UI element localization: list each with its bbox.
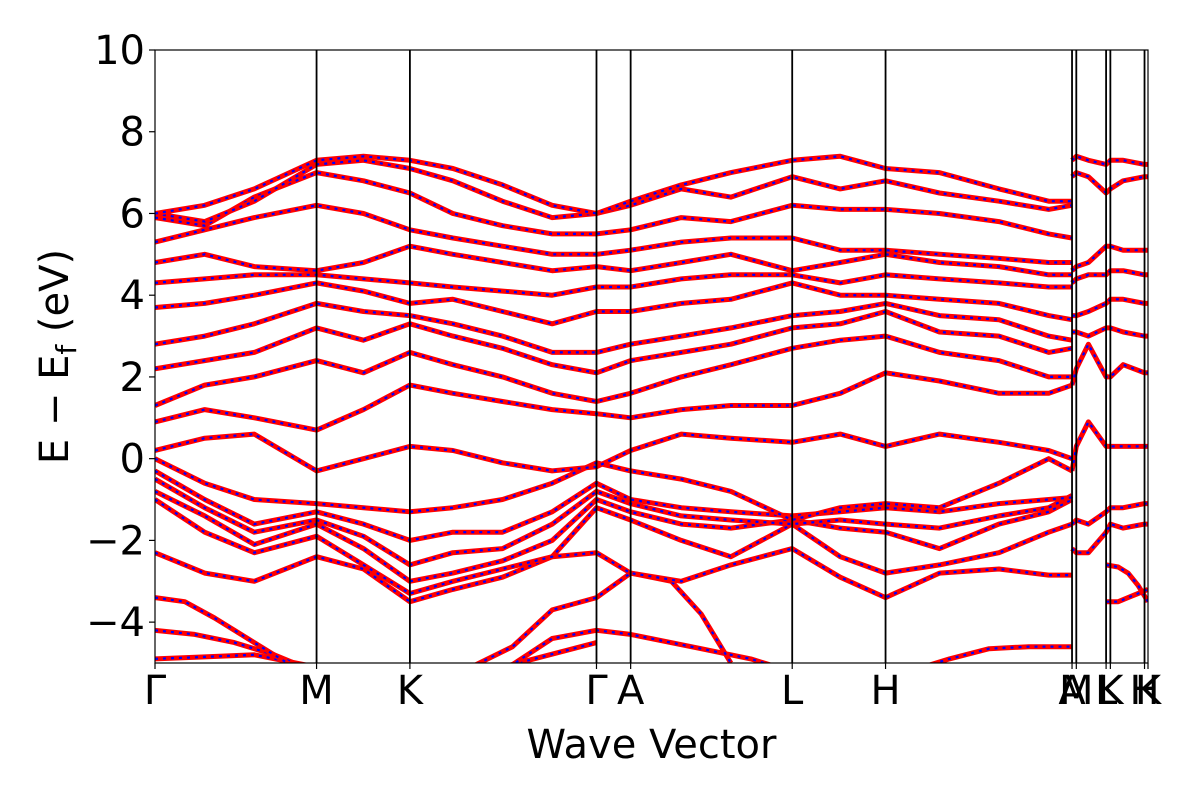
y-tick-label-5: 6: [120, 191, 145, 237]
kpoint-lines: [315, 50, 1146, 663]
y-ticks: −4 −2 0 2 4 6 8 10: [86, 28, 155, 646]
x-tick-label-7: A: [1058, 668, 1086, 714]
y-tick-label-6: 8: [120, 110, 145, 156]
x-tick-label-1: M: [299, 668, 334, 714]
x-tick-label-3: Γ: [585, 668, 608, 714]
band-blue-23: [155, 171, 1073, 240]
band-blue-13: [155, 457, 1073, 522]
band-blue-21: [155, 245, 1072, 276]
band-red-19: [155, 280, 1073, 327]
band-blue-24: [155, 159, 1073, 223]
band-blue-1: [155, 629, 297, 663]
x-tick-label-2: K: [397, 668, 425, 714]
band-red-17: [155, 309, 1073, 376]
band-blue-4: [476, 571, 732, 663]
x-axis-label: Wave Vector: [527, 722, 778, 768]
y-tick-label-0: −4: [86, 600, 145, 646]
band-blue-16: [155, 335, 1072, 407]
y-tick-label-4: 4: [120, 273, 145, 319]
band-blue-0: [155, 641, 597, 663]
band-blue-7: [1106, 588, 1148, 603]
band-blue-6: [1105, 563, 1148, 603]
band-blue-18: [155, 302, 1073, 354]
band-red-14: [155, 431, 1073, 474]
band-red-5: [927, 644, 1072, 663]
band-red-20: [155, 272, 1072, 298]
band-blue-8: [155, 547, 1072, 603]
band-blue-5: [932, 645, 1072, 663]
band-blue-31: [1072, 326, 1148, 338]
band-blue-35: [1071, 522, 1148, 554]
band-blue-10: [155, 490, 1073, 583]
x-tick-label-6: H: [871, 668, 901, 714]
x-tick-label-9: L: [1095, 668, 1118, 714]
x-tick-label-11: H: [1129, 668, 1159, 714]
x-tick-label-4: A: [617, 668, 645, 714]
band-red-25: [155, 153, 1072, 216]
band-blue-25: [155, 155, 1072, 215]
x-ticks: Γ M K Γ A L H AM LK HK: [144, 663, 1163, 714]
plot-frame: [154, 49, 1149, 664]
x-tick-label-8: M: [1059, 668, 1094, 714]
band-blue-26: [1071, 155, 1148, 166]
band-blue-17: [155, 310, 1073, 374]
band-red-22: [155, 202, 1072, 265]
band-blue-15: [155, 371, 1073, 432]
band-blue-29: [1071, 269, 1148, 284]
band-blue-34: [1071, 502, 1148, 526]
y-axis-label-subscript: f: [50, 344, 83, 355]
band-red-3: [510, 627, 773, 663]
y-axis-label-units: (eV): [32, 249, 78, 345]
band-blue-2: [155, 596, 290, 663]
x-tick-label-10: K: [1097, 668, 1125, 714]
band-red-8: [155, 546, 1072, 605]
y-tick-label-3: 2: [120, 355, 145, 401]
x-tick-label-5: L: [781, 668, 804, 714]
y-axis-label-main: E − E: [32, 355, 78, 465]
band-blue-11: [155, 478, 1073, 567]
x-tick-label-12: K: [1135, 668, 1163, 714]
x-tick-label-0: Γ: [144, 668, 167, 714]
y-tick-label-7: 10: [94, 28, 145, 74]
band-red-33: [1069, 419, 1148, 472]
y-tick-label-2: 0: [120, 437, 145, 483]
band-blue-30: [1072, 298, 1148, 317]
band-red-15: [155, 370, 1073, 433]
band-red-1: [155, 627, 301, 663]
band-blue-27: [1071, 171, 1148, 195]
band-blue-28: [1071, 245, 1148, 272]
y-tick-label-1: −2: [86, 518, 145, 564]
band-blue-20: [155, 273, 1072, 297]
band-blue-12: [155, 469, 1073, 542]
band-blue-9: [155, 498, 1073, 595]
band-blue-32: [1070, 343, 1148, 386]
bands-layer: [155, 153, 1148, 663]
y-axis-label: E − Ef (eV): [32, 249, 83, 464]
